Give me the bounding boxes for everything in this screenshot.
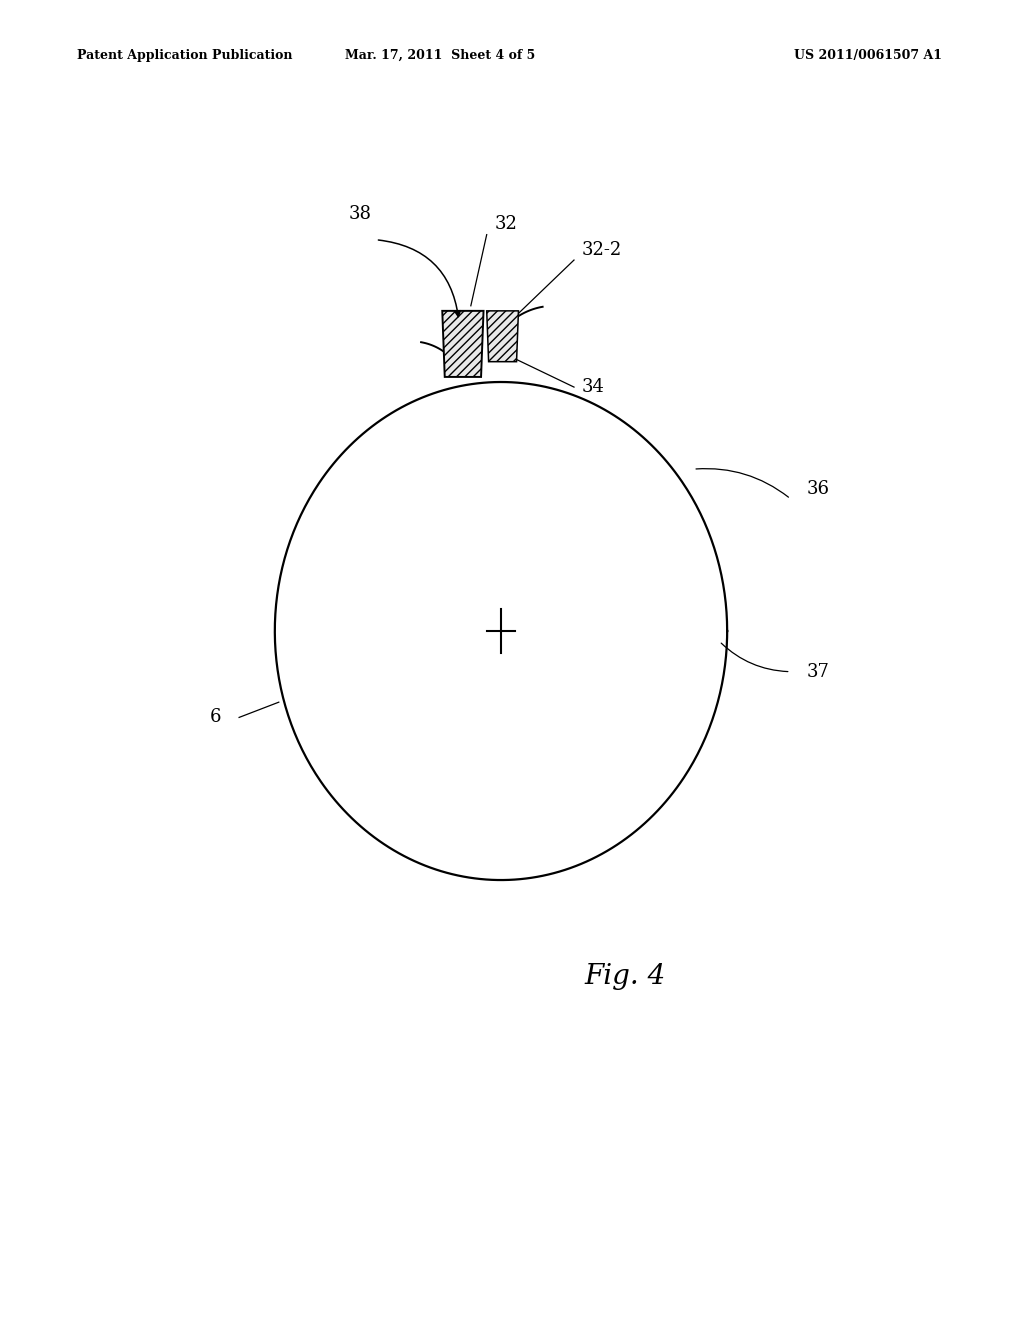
Text: US 2011/0061507 A1: US 2011/0061507 A1 (794, 49, 942, 62)
Text: 37: 37 (807, 663, 829, 681)
Text: 38: 38 (348, 206, 372, 223)
Polygon shape (486, 312, 518, 362)
FancyArrowPatch shape (378, 240, 461, 317)
Polygon shape (442, 312, 483, 378)
Text: 36: 36 (807, 479, 829, 498)
Text: Fig. 4: Fig. 4 (585, 964, 666, 990)
Text: Patent Application Publication: Patent Application Publication (77, 49, 292, 62)
Text: 32-2: 32-2 (582, 240, 623, 259)
Text: Mar. 17, 2011  Sheet 4 of 5: Mar. 17, 2011 Sheet 4 of 5 (345, 49, 536, 62)
Text: 32: 32 (495, 215, 517, 234)
Text: 6: 6 (210, 709, 221, 726)
Text: 34: 34 (582, 378, 605, 396)
